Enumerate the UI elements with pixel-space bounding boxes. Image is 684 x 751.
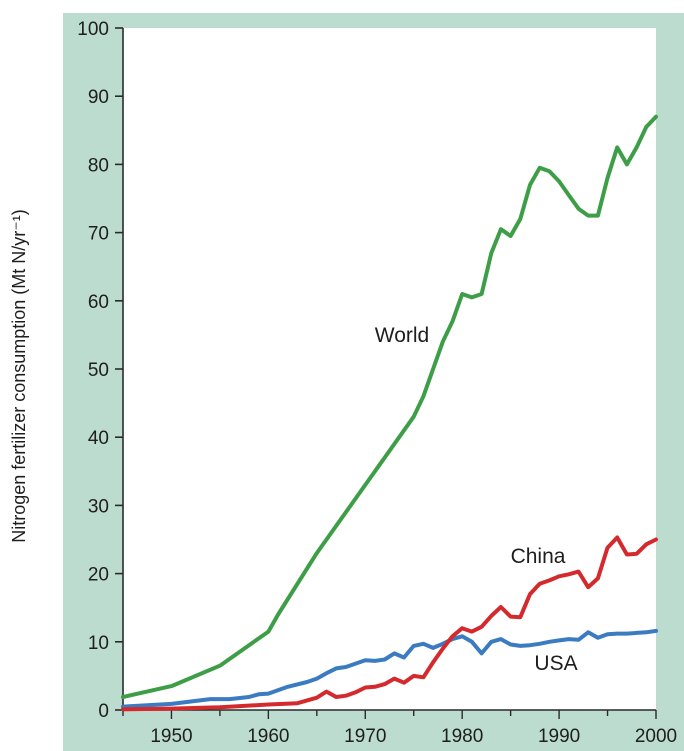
series-label-china: China: [511, 545, 566, 568]
y-tick-label: 90: [88, 87, 109, 108]
series-label-usa: USA: [534, 652, 577, 675]
plot-area: [123, 28, 656, 710]
y-tick-label: 20: [88, 565, 109, 586]
y-tick-label: 50: [88, 360, 109, 381]
y-tick-label: 10: [88, 633, 109, 654]
x-tick-label: 1980: [441, 726, 483, 747]
y-tick-label: 70: [88, 224, 109, 245]
axes: 0 10 20 30 40 50 60 70 80 90 100 1950 1960 1970 1980 19…: [77, 19, 677, 747]
x-tick-label: 1950: [150, 726, 192, 747]
series-line-china: [121, 535, 658, 712]
x-tick-label: 1990: [538, 726, 580, 747]
y-axis-label: Nitrogen fertilizer consumption (Mt N/yr…: [9, 209, 29, 543]
series-layer: [121, 114, 658, 712]
y-tick-label: 100: [77, 19, 109, 40]
y-tick-label: 60: [88, 292, 109, 313]
y-tick-label: 40: [88, 428, 109, 449]
y-tick-label: 80: [88, 155, 109, 176]
x-tick-label: 1970: [344, 726, 386, 747]
series-line-world: [121, 114, 658, 699]
y-tick-label: 30: [88, 496, 109, 517]
y-tick-label: 0: [98, 701, 109, 722]
series-labels: World China USA: [375, 324, 578, 675]
series-line-usa: [121, 628, 658, 709]
x-tick-label: 1960: [247, 726, 289, 747]
x-tick-label: 2000: [635, 726, 677, 747]
series-label-world: World: [375, 324, 429, 347]
